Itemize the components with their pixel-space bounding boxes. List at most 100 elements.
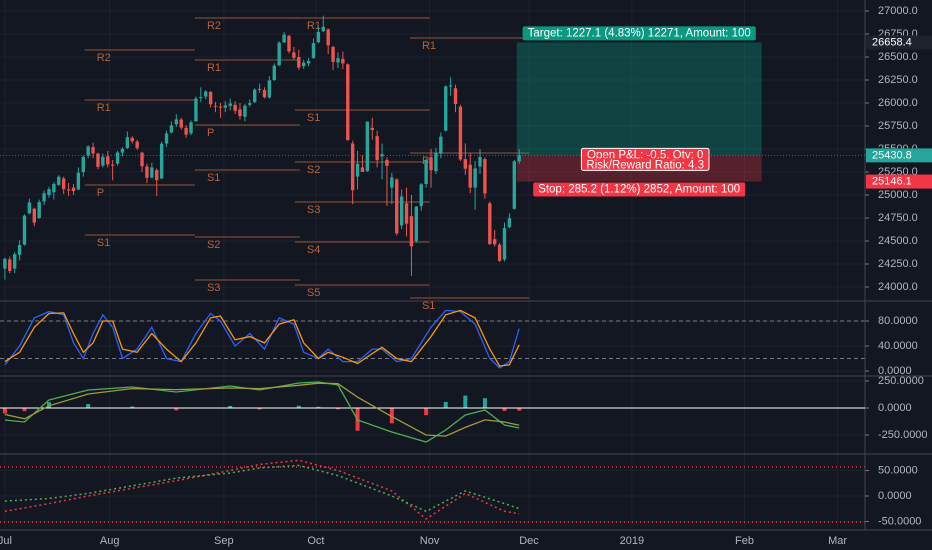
y-tick-label: 24500.0 xyxy=(878,235,918,247)
pivot-label: S1 xyxy=(307,112,320,124)
histogram-bar xyxy=(46,402,51,408)
candle-body xyxy=(81,156,85,173)
candle-body xyxy=(61,178,66,190)
candle-body xyxy=(189,122,193,134)
target-label: Target: 1227.1 (4.83%) 12271, Amount: 10… xyxy=(528,27,751,39)
candle-body xyxy=(37,201,41,219)
candle-body xyxy=(66,189,71,191)
candle-body xyxy=(316,31,321,43)
candle-body xyxy=(272,65,276,81)
indicator-line xyxy=(4,382,520,437)
candle-body xyxy=(395,179,399,234)
y-tick-label: 24750.0 xyxy=(878,212,918,224)
candle-body xyxy=(380,154,384,157)
candle-body xyxy=(404,203,409,224)
candle-body xyxy=(473,168,477,188)
candle-body xyxy=(350,143,355,191)
histogram-bar xyxy=(482,398,487,408)
target-label-box xyxy=(522,26,756,41)
histogram-bar xyxy=(174,407,179,411)
candle-body xyxy=(76,172,81,190)
histogram-bar xyxy=(424,407,429,416)
rr-label: Risk/Reward Ratio: 4.3 xyxy=(586,159,704,171)
y-tick-label: 0.0000 xyxy=(878,365,912,377)
candle-body xyxy=(409,216,414,247)
histogram-bar xyxy=(130,406,135,408)
candle-body xyxy=(52,184,56,193)
pivot-label: S5 xyxy=(307,287,320,299)
pivot-label: S3 xyxy=(207,282,220,294)
candle-body xyxy=(262,90,267,98)
pivot-label: S4 xyxy=(307,244,320,256)
target-tag-box xyxy=(866,35,932,50)
histogram-bar xyxy=(228,405,233,408)
histogram-bar xyxy=(86,404,91,408)
candle-body xyxy=(414,206,419,242)
histogram-bar xyxy=(296,405,301,408)
candle-body xyxy=(277,42,281,66)
candle-body xyxy=(91,147,95,154)
histogram-bar xyxy=(502,407,507,411)
rr-label-box xyxy=(582,158,709,170)
candle-body xyxy=(243,105,247,117)
candle-body xyxy=(155,170,159,181)
y-tick-label: 0.0000 xyxy=(878,490,912,502)
candle-body xyxy=(507,218,512,228)
candle-body xyxy=(478,157,482,167)
candle-body xyxy=(463,159,468,169)
candle-body xyxy=(267,80,272,98)
pivot-label: P xyxy=(207,127,214,139)
candle-body xyxy=(458,106,463,160)
candle-body xyxy=(483,159,487,194)
candle-body xyxy=(419,184,423,207)
candle-body xyxy=(17,245,22,255)
candle-body xyxy=(150,167,154,178)
y-tick-label: 26000.0 xyxy=(878,97,918,109)
x-tick-label: Mar xyxy=(828,535,847,547)
candle-body xyxy=(336,58,340,63)
candle-body xyxy=(517,155,521,162)
target-zone xyxy=(516,42,762,156)
candle-body xyxy=(512,161,516,209)
x-tick-label: Nov xyxy=(420,535,440,547)
x-tick-label: 2019 xyxy=(620,535,644,547)
candle-body xyxy=(47,189,51,196)
candle-body xyxy=(326,29,330,46)
indicator-line xyxy=(4,381,520,443)
candle-body xyxy=(228,103,232,106)
candle-body xyxy=(101,156,105,166)
candle-body xyxy=(282,34,286,43)
candle-body xyxy=(434,152,438,172)
histogram-bar xyxy=(22,407,27,412)
candle-body xyxy=(321,26,325,32)
indicator-line xyxy=(4,309,520,369)
candle-body xyxy=(497,244,502,261)
candle-body xyxy=(360,167,365,173)
x-tick-label: Dec xyxy=(519,535,539,547)
pivot-label: R2 xyxy=(207,20,221,32)
y-tick-label: -50.0000 xyxy=(878,515,921,527)
candle-body xyxy=(199,97,203,99)
candle-body xyxy=(252,89,257,103)
candle-body xyxy=(32,208,36,223)
candle-body xyxy=(233,104,237,111)
last-price-tag: 25430.8 xyxy=(872,149,912,161)
candle-body xyxy=(27,202,32,214)
histogram-bar xyxy=(517,407,522,411)
candle-body xyxy=(297,57,301,68)
candle-body xyxy=(287,35,291,52)
candle-body xyxy=(248,103,252,105)
y-tick-label: 25000.0 xyxy=(878,189,918,201)
pivot-label: S1 xyxy=(422,300,435,312)
pivot-label: S1 xyxy=(207,172,220,184)
candle-body xyxy=(390,177,394,188)
candle-body xyxy=(179,119,183,128)
candle-body xyxy=(346,64,350,140)
histogram-bar xyxy=(316,406,321,408)
candle-body xyxy=(125,137,130,149)
candle-body xyxy=(174,119,179,125)
candle-body xyxy=(375,136,379,161)
y-tick-label: 50.0000 xyxy=(878,464,918,476)
histogram-bar xyxy=(389,407,394,424)
